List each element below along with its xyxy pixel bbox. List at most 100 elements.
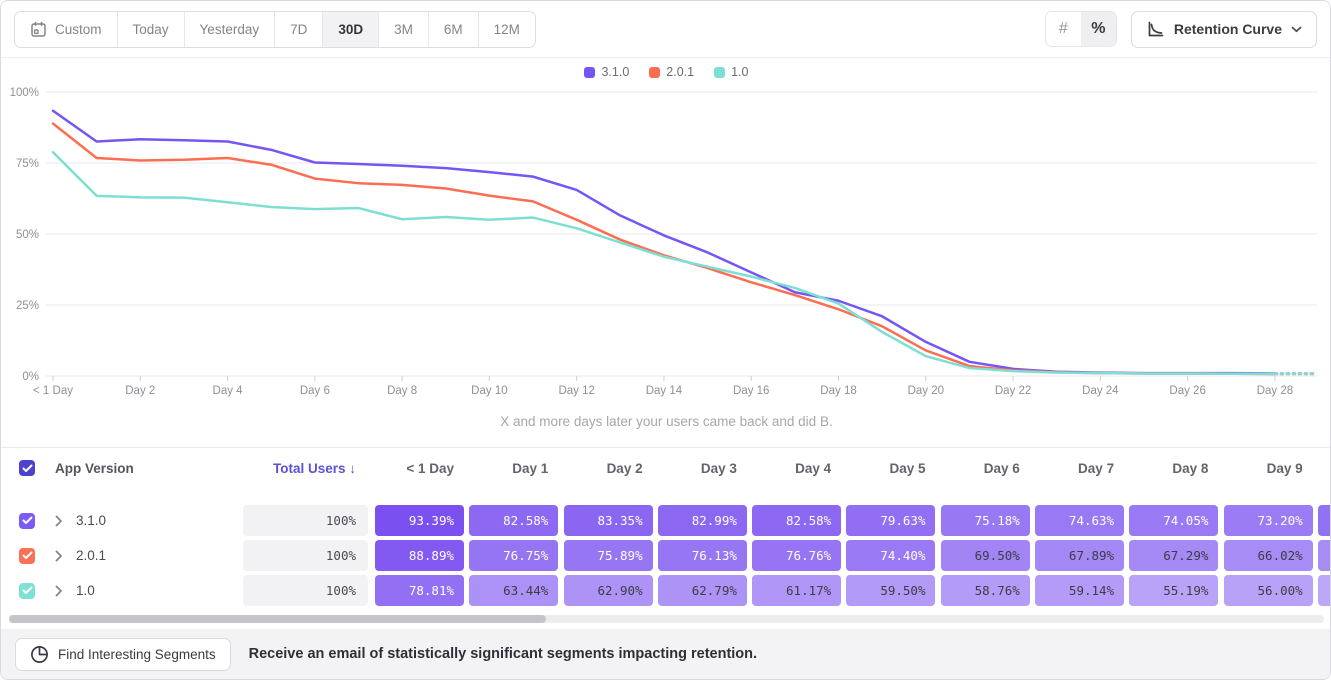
retention-cell[interactable]: 82.99% bbox=[657, 505, 747, 536]
retention-cell[interactable]: 83.35% bbox=[563, 505, 653, 536]
date-range-label: 3M bbox=[394, 21, 413, 37]
retention-cell[interactable]: 74.63% bbox=[1035, 505, 1125, 536]
x-axis-tick-label: Day 26 bbox=[1169, 385, 1205, 397]
x-axis-tick-label: Day 24 bbox=[1082, 385, 1119, 397]
column-header-app-version: App Version bbox=[55, 460, 134, 476]
absolute-mode-button[interactable]: # bbox=[1045, 12, 1081, 46]
calendar-icon bbox=[30, 21, 47, 38]
date-range-button-custom[interactable]: Custom bbox=[15, 11, 118, 47]
find-interesting-segments-button[interactable]: Find Interesting Segments bbox=[15, 637, 231, 671]
x-axis-tick-label: Day 20 bbox=[908, 385, 944, 397]
retention-cell[interactable]: 61.17% bbox=[752, 575, 842, 606]
retention-cell[interactable]: 69.50% bbox=[940, 540, 1030, 571]
chart-legend: 3.1.0 2.0.1 1.0 bbox=[1, 65, 1330, 79]
segments-icon bbox=[30, 645, 49, 664]
chart-type-label: Retention Curve bbox=[1173, 21, 1282, 37]
y-axis-tick-label: 25% bbox=[16, 300, 39, 312]
date-range-button-12m[interactable]: 12M bbox=[478, 11, 535, 47]
date-range-button-3m[interactable]: 3M bbox=[379, 11, 429, 47]
retention-cell[interactable]: 73.20% bbox=[1223, 505, 1313, 536]
y-axis-tick-label: 75% bbox=[16, 158, 39, 170]
column-header-day: Day 8 bbox=[1172, 460, 1209, 476]
day-column-headers: < 1 Day Day 1 Day 2 Day 3 Day 4 Day 5 Day 6 Day… bbox=[375, 461, 1313, 476]
chart-section: 3.1.0 2.0.1 1.0 0% 25% 50% 75% 100% < 1 Day Day … bbox=[1, 58, 1330, 447]
retention-table: App Version Total Users ↓ < 1 Day Day 1 Da… bbox=[1, 447, 1330, 615]
date-range-label: 7D bbox=[290, 21, 308, 37]
column-header-day: Day 4 bbox=[795, 460, 832, 476]
retention-cell[interactable]: 79.63% bbox=[846, 505, 936, 536]
retention-cell[interactable]: 76.75% bbox=[469, 540, 559, 571]
legend-swatch bbox=[649, 66, 661, 78]
retention-cell[interactable]: 67.89% bbox=[1035, 540, 1125, 571]
percent-mode-button[interactable]: % bbox=[1080, 12, 1116, 46]
retention-cell[interactable]: 62.90% bbox=[563, 575, 653, 606]
x-axis-tick-label: Day 12 bbox=[558, 385, 594, 397]
retention-cell[interactable]: 66.02% bbox=[1223, 540, 1313, 571]
app-version-label: 3.1.0 bbox=[76, 513, 107, 528]
retention-cell[interactable]: 59.50% bbox=[846, 575, 936, 606]
chevron-right-icon[interactable] bbox=[55, 585, 63, 597]
retention-line-chart: 0% 25% 50% 75% 100% < 1 Day Day 2 Day 4 Day 6 Day… bbox=[10, 87, 1318, 397]
retention-cell[interactable]: 76.76% bbox=[752, 540, 842, 571]
legend-item-3.1.0[interactable]: 3.1.0 bbox=[584, 65, 629, 79]
horizontal-scrollbar-thumb[interactable] bbox=[9, 615, 546, 623]
retention-cell-partial[interactable] bbox=[1317, 505, 1330, 536]
retention-cell[interactable]: 75.89% bbox=[563, 540, 653, 571]
retention-cell[interactable]: 82.58% bbox=[752, 505, 842, 536]
x-axis-tick-label: Day 8 bbox=[387, 385, 417, 397]
chevron-right-icon[interactable] bbox=[55, 550, 63, 562]
date-range-button-yesterday[interactable]: Yesterday bbox=[184, 11, 276, 47]
retention-cell[interactable]: 63.44% bbox=[469, 575, 559, 606]
retention-cell[interactable]: 93.39% bbox=[375, 505, 464, 536]
total-users-cell: 100% bbox=[243, 575, 368, 606]
chevron-down-icon bbox=[1291, 26, 1302, 33]
select-all-checkbox[interactable] bbox=[19, 460, 35, 476]
table-body: 3.1.0 100% 93.39% 82.58% 83.35% 82.99% 82.58% 7… bbox=[1, 505, 1330, 606]
y-axis-tick-label: 100% bbox=[10, 87, 39, 99]
retention-cell[interactable]: 55.19% bbox=[1129, 575, 1219, 606]
column-header-total-users-sort[interactable]: Total Users ↓ bbox=[272, 460, 356, 476]
retention-cell[interactable]: 82.58% bbox=[469, 505, 559, 536]
toolbar-right: #% Retention Curve bbox=[1044, 10, 1317, 48]
column-header-day: < 1 Day bbox=[406, 460, 454, 476]
x-axis-tick-label: Day 2 bbox=[125, 385, 155, 397]
chart-type-dropdown[interactable]: Retention Curve bbox=[1130, 10, 1317, 48]
footer-bar: Find Interesting Segments Receive an ema… bbox=[1, 629, 1330, 679]
date-range-label: 30D bbox=[338, 21, 364, 37]
x-axis-tick-label: Day 6 bbox=[300, 385, 330, 397]
retention-cell[interactable]: 56.00% bbox=[1223, 575, 1313, 606]
row-checkbox-1.0[interactable] bbox=[19, 582, 35, 599]
column-header-day: Day 5 bbox=[889, 460, 926, 476]
column-header-day: Day 7 bbox=[1078, 460, 1115, 476]
retention-cell[interactable]: 74.40% bbox=[846, 540, 936, 571]
retention-cell[interactable]: 62.79% bbox=[657, 575, 747, 606]
date-range-button-7d[interactable]: 7D bbox=[275, 11, 324, 47]
row-checkbox-3.1.0[interactable] bbox=[19, 512, 35, 529]
date-range-button-today[interactable]: Today bbox=[117, 11, 185, 47]
retention-cell[interactable]: 88.89% bbox=[375, 540, 464, 571]
horizontal-scrollbar-track[interactable] bbox=[9, 615, 1324, 623]
legend-item-1.0[interactable]: 1.0 bbox=[714, 65, 749, 79]
retention-cell[interactable]: 67.29% bbox=[1129, 540, 1219, 571]
x-axis-tick-label: Day 22 bbox=[995, 385, 1031, 397]
retention-cell[interactable]: 74.05% bbox=[1129, 505, 1219, 536]
retention-cell[interactable]: 58.76% bbox=[940, 575, 1030, 606]
retention-cell-partial[interactable] bbox=[1317, 575, 1330, 606]
retention-curve-icon bbox=[1146, 20, 1165, 39]
legend-item-2.0.1[interactable]: 2.0.1 bbox=[649, 65, 694, 79]
retention-cell[interactable]: 78.81% bbox=[375, 575, 464, 606]
column-header-day: Day 9 bbox=[1266, 460, 1303, 476]
row-checkbox-2.0.1[interactable] bbox=[19, 547, 35, 564]
legend-label: 2.0.1 bbox=[666, 65, 695, 79]
retention-cell-partial[interactable] bbox=[1317, 540, 1330, 571]
find-segments-label: Find Interesting Segments bbox=[58, 646, 216, 662]
retention-cell[interactable]: 76.13% bbox=[657, 540, 747, 571]
date-range-button-6m[interactable]: 6M bbox=[428, 11, 479, 47]
date-range-button-30d[interactable]: 30D bbox=[323, 11, 380, 47]
table-header-row: App Version Total Users ↓ < 1 Day Day 1 Da… bbox=[1, 448, 1330, 488]
chevron-right-icon[interactable] bbox=[55, 515, 63, 527]
retention-cell[interactable]: 75.18% bbox=[940, 505, 1030, 536]
table-row-2.0.1: 2.0.1 100% 88.89% 76.75% 75.89% 76.13% 76.76% 7… bbox=[1, 540, 1330, 571]
retention-cell[interactable]: 59.14% bbox=[1035, 575, 1125, 606]
